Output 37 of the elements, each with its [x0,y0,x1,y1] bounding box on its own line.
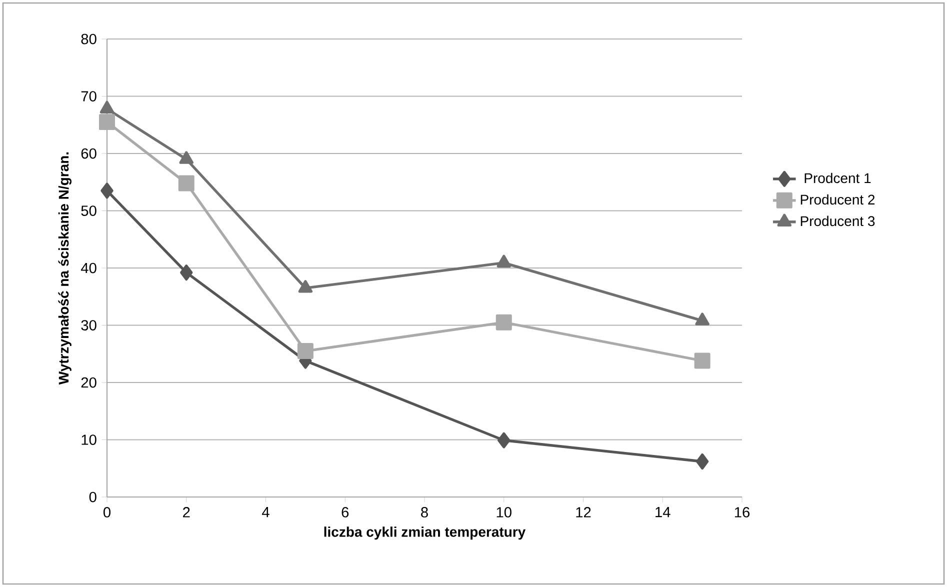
x-tick-label: 14 [656,507,670,518]
point [496,314,512,330]
point [695,312,710,326]
point [498,432,510,448]
y-tick-label: 40 [80,262,96,274]
point [178,175,194,192]
legend-label: Prodcent 1 [804,172,871,184]
legend-label: Producent 2 [800,194,875,205]
y-tick-label: 50 [81,206,96,216]
x-tick-label: 10 [496,507,512,518]
x-tick-label: 4 [262,507,270,518]
point [694,352,710,369]
point [496,254,511,268]
y-tick-label: 20 [81,377,96,388]
point [180,264,193,281]
x-tick-label: 0 [103,507,110,518]
x-axis-title: liczba cykli zmian temperatury [324,526,526,540]
y-tick-label: 10 [82,434,96,445]
legend-label: Producent 3 [800,216,875,226]
y-tick-label: 30 [81,320,96,330]
point [179,151,194,164]
point [100,100,114,114]
point [99,114,116,130]
y-tick-label: 80 [81,34,96,44]
point [297,343,314,360]
point [696,454,709,470]
point [298,280,313,293]
y-axis-title: Wytrzymałość na ściskanie N/gran. [58,152,72,385]
x-tick-label: 12 [576,507,591,518]
point [100,182,114,199]
x-tick-label: 8 [421,507,428,518]
y-tick-label: 60 [81,148,96,159]
x-tick-label: 16 [734,507,750,518]
y-tick-label: 70 [81,91,96,102]
x-tick-label: 6 [342,507,349,518]
y-tick-label: 0 [89,492,96,502]
x-tick-label: 2 [183,507,190,518]
